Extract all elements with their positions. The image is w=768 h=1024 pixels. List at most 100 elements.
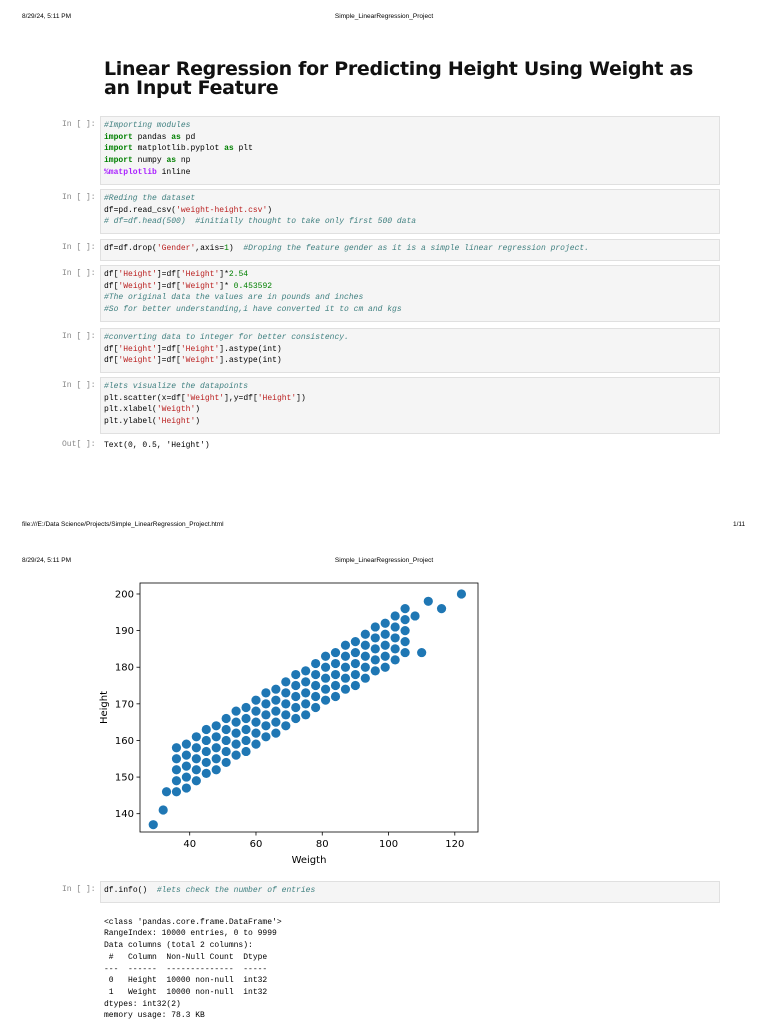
x-tick-label: 40 xyxy=(183,839,196,850)
scatter-point xyxy=(201,735,211,746)
output-line: <class 'pandas.core.frame.DataFrame'> xyxy=(104,917,282,927)
scatter-point xyxy=(251,728,261,738)
scatter-point xyxy=(191,743,201,753)
scatter-point xyxy=(191,754,201,764)
scatter-point xyxy=(231,750,241,760)
notebook-title: Linear Regression for Predicting Height … xyxy=(104,58,693,99)
scatter-point xyxy=(241,724,251,735)
code-line: import matplotlib.pyplot as plt xyxy=(104,144,253,154)
code-cell xyxy=(100,116,720,185)
y-tick-label: 190 xyxy=(115,626,134,637)
scatter-point xyxy=(191,765,201,775)
code-line: #lets visualize the datapoints xyxy=(104,382,249,391)
code-line: plt.scatter(x=df['Weight'],y=df['Height'… xyxy=(104,393,306,403)
scatter-point xyxy=(360,673,370,683)
scatter-point xyxy=(423,596,433,606)
code-line: df['Height']=df['Height'].astype(int) xyxy=(104,344,282,354)
input-prompt: In [ ]: xyxy=(62,269,96,278)
scatter-point xyxy=(400,615,410,625)
scatter-point xyxy=(261,721,271,731)
header-datetime: 8/29/24, 5:11 PM xyxy=(22,557,72,564)
scatter-point xyxy=(161,787,172,797)
scatter-point xyxy=(311,702,321,713)
scatter-point xyxy=(181,772,191,782)
code-line: df.info() #lets check the number of entr… xyxy=(104,886,316,895)
scatter-point xyxy=(171,776,182,786)
scatter-point xyxy=(201,724,211,735)
scatter-point xyxy=(291,702,301,713)
scatter-point xyxy=(320,662,331,672)
scatter-point xyxy=(221,713,231,724)
output-line: dtypes: int32(2) xyxy=(104,999,181,1009)
scatter-point xyxy=(231,706,241,716)
code-line: df=pd.read_csv('weight-height.csv') xyxy=(104,205,273,215)
scatter-point xyxy=(158,805,168,815)
scatter-point xyxy=(370,655,380,665)
scatter-point xyxy=(291,713,301,724)
x-tick-label: 100 xyxy=(379,839,398,850)
scatter-point xyxy=(301,666,311,676)
code-line: %matplotlib inline xyxy=(104,167,191,177)
scatter-point xyxy=(231,739,241,749)
scatter-point xyxy=(211,765,221,775)
output-line: RangeIndex: 10000 entries, 0 to 9999 xyxy=(104,929,277,939)
scatter-point xyxy=(211,754,221,764)
output-line: 0 Height 10000 non-null int32 xyxy=(104,976,268,986)
y-tick-label: 200 xyxy=(115,589,134,600)
y-tick-label: 140 xyxy=(115,809,134,820)
scatter-point xyxy=(281,699,291,709)
scatter-point xyxy=(201,768,211,779)
scatter-point xyxy=(340,673,351,683)
scatter-point xyxy=(400,626,410,636)
scatter-point xyxy=(320,651,331,661)
code-line: plt.xlabel('Weigth') xyxy=(104,405,201,415)
scatter-point xyxy=(301,677,311,687)
input-prompt: In [ ]: xyxy=(62,120,96,129)
input-prompt: In [ ]: xyxy=(62,243,96,252)
scatter-point xyxy=(350,658,360,669)
scatter-point xyxy=(261,710,271,720)
scatter-point xyxy=(400,647,410,658)
scatter-point xyxy=(340,662,351,672)
code-line: #converting data to integer for better c… xyxy=(104,333,349,342)
scatter-point xyxy=(171,787,182,797)
scatter-point xyxy=(390,622,400,632)
scatter-point xyxy=(380,662,390,672)
scatter-point xyxy=(271,728,281,738)
input-prompt: In [ ]: xyxy=(62,332,96,341)
scatter-point xyxy=(201,757,211,768)
scatter-point xyxy=(251,695,261,705)
scatter-point xyxy=(350,669,360,680)
scatter-point xyxy=(360,662,370,672)
scatter-point xyxy=(390,644,400,654)
scatter-point xyxy=(181,739,191,749)
scatter-point xyxy=(320,673,331,683)
scatter-point xyxy=(171,754,182,764)
input-prompt: In [ ]: xyxy=(62,885,96,894)
scatter-point xyxy=(241,702,251,713)
output-line: Data columns (total 2 columns): xyxy=(104,941,253,951)
scatter-point xyxy=(400,604,410,614)
y-tick-label: 160 xyxy=(115,736,134,747)
scatter-point xyxy=(231,728,241,738)
input-prompt: In [ ]: xyxy=(62,193,96,202)
scatter-point xyxy=(171,765,182,775)
scatter-point xyxy=(417,647,427,658)
scatter-point xyxy=(350,680,360,691)
code-line: df['Height']=df['Height']*2.54 xyxy=(104,270,249,279)
scatter-point xyxy=(261,732,271,742)
scatter-point xyxy=(231,717,241,727)
scatter-point xyxy=(330,680,341,691)
code-line: import pandas as pd xyxy=(104,132,196,142)
scatter-point xyxy=(350,636,360,647)
code-line: # df=df.head(500) #initially thought to … xyxy=(104,217,417,227)
scatter-point xyxy=(436,604,447,614)
scatter-point xyxy=(171,743,182,753)
scatter-point xyxy=(181,783,191,793)
scatter-point xyxy=(181,761,191,771)
scatter-point xyxy=(340,651,351,661)
output-prompt: Out[ ]: xyxy=(62,440,96,449)
x-tick-label: 60 xyxy=(250,839,263,850)
y-tick-label: 150 xyxy=(115,773,134,784)
output-line: # Column Non-Null Count Dtype xyxy=(104,952,268,962)
